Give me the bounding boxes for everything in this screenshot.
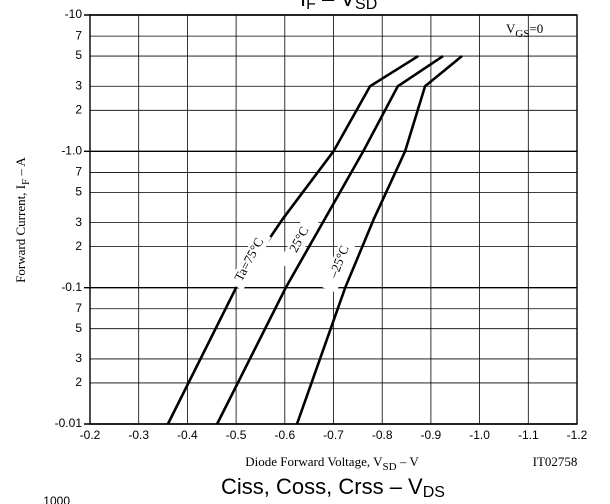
curve <box>215 54 444 425</box>
x-tick-label: -0.9 <box>421 428 442 442</box>
x-tick-label: -0.5 <box>226 428 247 442</box>
x-tick-label: -0.3 <box>128 428 149 442</box>
curve <box>295 55 463 425</box>
y-tick-label: 7 <box>75 301 82 315</box>
y-tick-label: 2 <box>75 239 82 253</box>
x-tick-label: -0.2 <box>80 428 101 442</box>
y-tick-label: 3 <box>75 78 82 92</box>
y-tick-label: 5 <box>75 185 82 199</box>
x-tick-label: -1.1 <box>518 428 539 442</box>
y-tick-label: 2 <box>75 102 82 116</box>
x-tick-label: -0.7 <box>323 428 344 442</box>
y-tick-label: 7 <box>75 165 82 179</box>
y-tick-label: -1.0 <box>61 144 82 158</box>
y-tick-label: 3 <box>75 351 82 365</box>
next-chart-tick: 1000 <box>43 494 70 504</box>
x-axis-label: Diode Forward Voltage, VSD – V <box>245 454 419 473</box>
y-tick-label: 3 <box>75 215 82 229</box>
plot-frame <box>89 14 578 425</box>
x-tick-label: -0.8 <box>372 428 393 442</box>
label-bg <box>278 209 322 271</box>
y-tick-label: 5 <box>75 48 82 62</box>
y-tick-label: 5 <box>75 321 82 335</box>
chart-title: IF – VSD <box>300 0 377 13</box>
x-tick-label: -0.4 <box>177 428 198 442</box>
label-bg <box>321 231 359 293</box>
condition: VGS=0 <box>506 21 543 40</box>
y-axis-label: Forward Current, IF – A <box>13 157 32 283</box>
label-bg <box>228 229 272 291</box>
x-tick-label: -0.6 <box>274 428 295 442</box>
y-tick-label: -0.01 <box>55 416 83 430</box>
y-tick-label: 7 <box>75 28 82 42</box>
y-tick-label: 2 <box>75 375 82 389</box>
next-chart-title: Ciss, Coss, Crss – VDS <box>221 474 445 501</box>
x-tick-label: -1.2 <box>567 428 588 442</box>
x-tick-label: -1.0 <box>469 428 490 442</box>
curve <box>166 54 419 425</box>
figure-id: IT02758 <box>533 454 578 469</box>
y-tick-label: -10 <box>65 7 83 21</box>
y-tick-label: -0.1 <box>61 280 82 294</box>
